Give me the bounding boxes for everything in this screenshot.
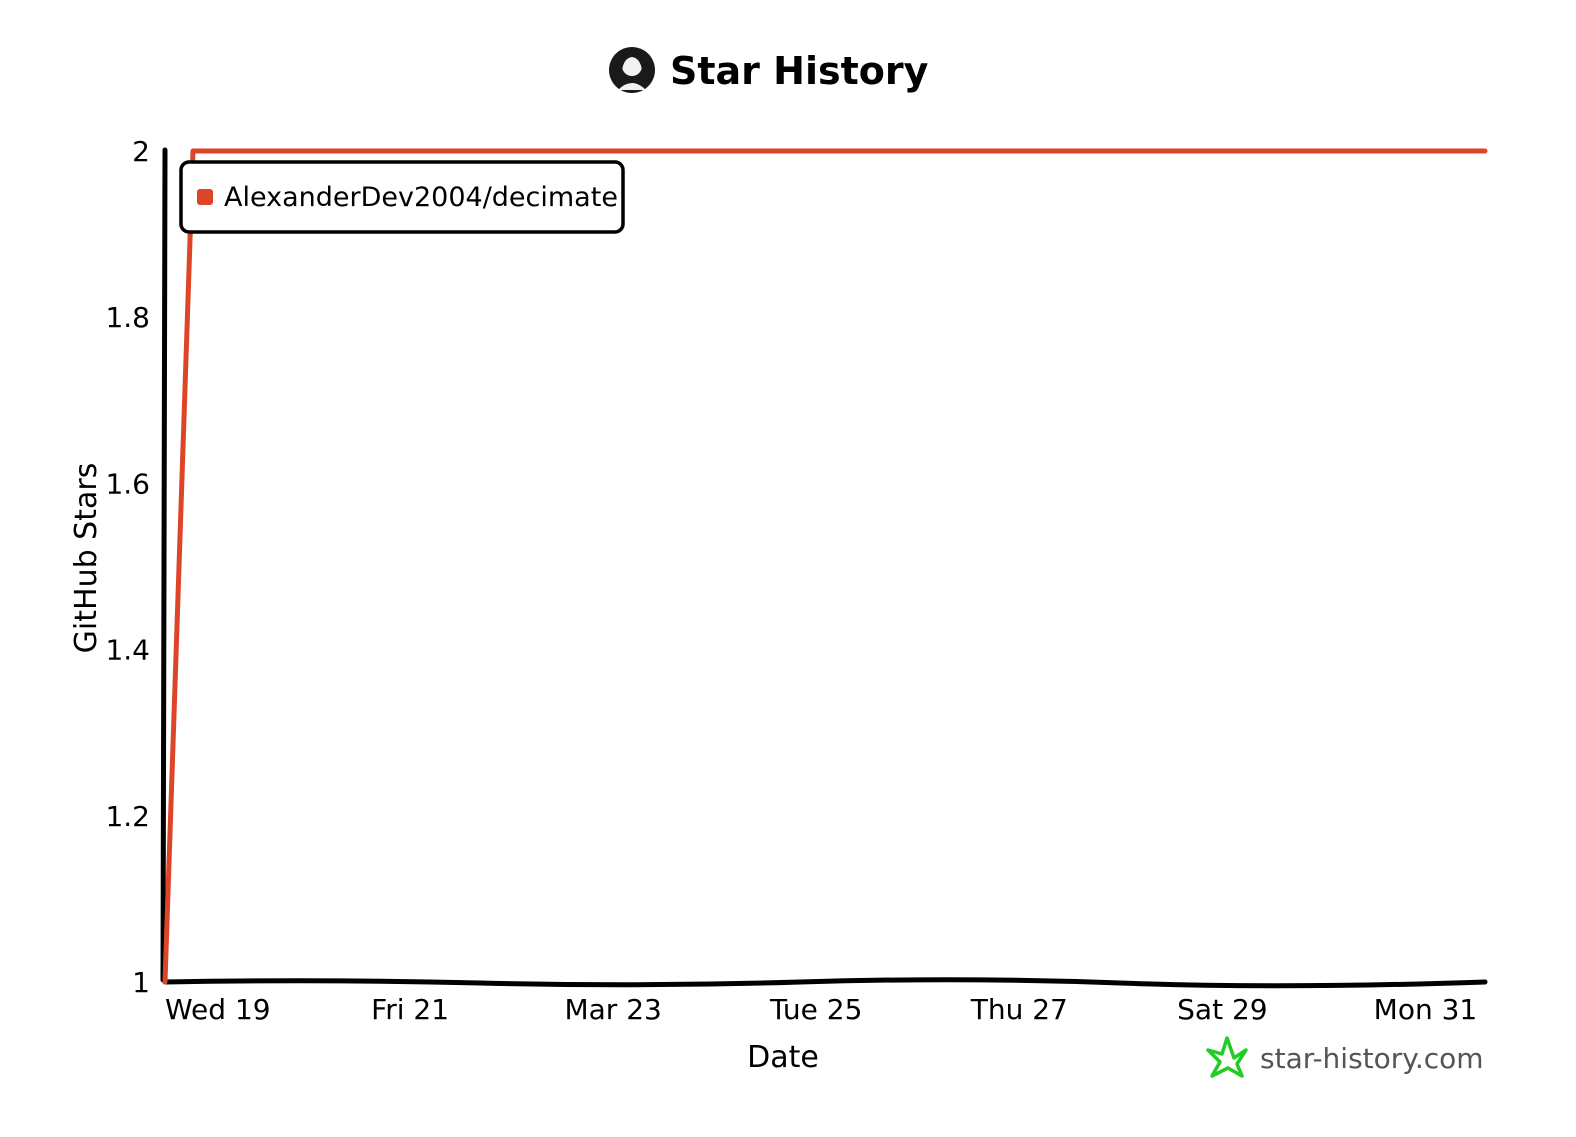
y-tick-label: 1.6 [105,467,150,500]
x-tick-label: Thu 27 [970,993,1068,1026]
chart-title: Star History [670,49,929,93]
x-tick-label: Tue 25 [769,993,862,1026]
star-outline-icon [1206,1036,1248,1078]
y-tick-labels: 1 1.2 1.4 1.6 1.8 2 [105,135,150,999]
x-axis-line [162,977,1488,989]
watermark-text: star-history.com [1260,1042,1484,1075]
x-tick-labels: Wed 19 Fri 21 Mar 23 Tue 25 Thu 27 Sat 29 Mon … [165,993,1477,1026]
x-axis-label: Date [747,1040,819,1075]
series-line [162,148,1488,985]
axes [160,147,1488,989]
legend-box [179,160,625,234]
chart-header: Star History [609,47,929,93]
legend-swatch [197,189,213,205]
y-tick-label: 1.8 [105,301,150,334]
y-axis-line [160,147,168,983]
y-tick-label: 2 [132,135,150,168]
x-tick-label: Sat 29 [1177,993,1267,1026]
x-tick-label: Fri 21 [371,993,449,1026]
y-tick-label: 1.2 [105,800,150,833]
x-tick-label: Mar 23 [564,993,661,1026]
series-layer [162,148,1488,985]
watermark[interactable]: star-history.com [1206,1036,1484,1078]
avatar-icon [609,47,655,93]
legend-entry-label: AlexanderDev2004/decimate [224,182,618,213]
legend: AlexanderDev2004/decimate [179,160,625,234]
y-axis-label: GitHub Stars [69,463,104,654]
y-tick-label: 1.4 [105,634,150,667]
x-tick-label: Mon 31 [1374,993,1478,1026]
x-tick-label: Wed 19 [165,993,271,1026]
y-tick-label: 1 [132,966,150,999]
